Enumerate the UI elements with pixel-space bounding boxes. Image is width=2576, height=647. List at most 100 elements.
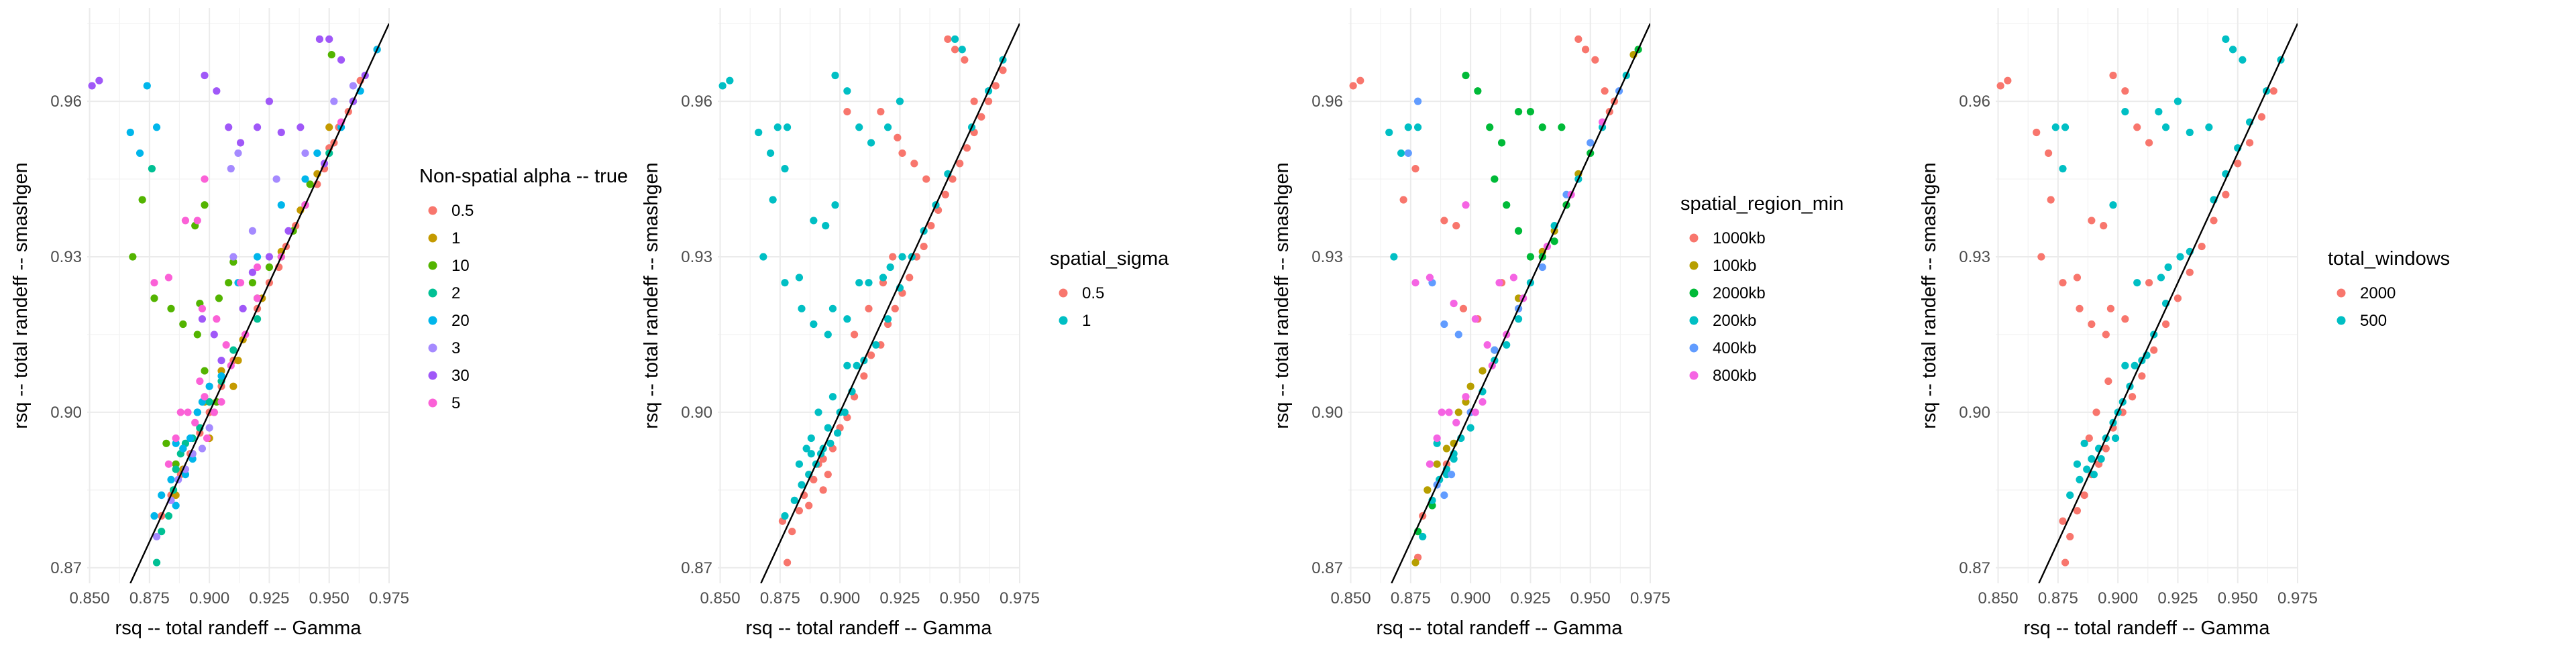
data-point [222, 341, 230, 349]
data-point [1454, 331, 1462, 339]
legend-label: 400kb [1713, 339, 1756, 357]
x-tick-label: 0.975 [1000, 589, 1040, 607]
data-point [898, 253, 906, 261]
y-axis-title: rsq -- total randeff -- smashgen [10, 162, 32, 429]
x-tick-label: 0.850 [700, 589, 741, 607]
data-point [865, 279, 873, 287]
data-point [795, 460, 804, 468]
data-point [833, 429, 842, 437]
data-point [234, 357, 242, 365]
data-point [2131, 361, 2139, 369]
data-point [2133, 279, 2141, 287]
data-point [1397, 149, 1405, 158]
data-point [1479, 398, 1487, 406]
data-point [1462, 398, 1470, 406]
chart-panel-1: 0.850 0.875 0.900 0.925 0.950 0.975 0.87 0.90 0.… [10, 8, 628, 639]
data-point [225, 279, 233, 287]
legend-title: total_windows [2328, 248, 2450, 270]
data-point [1479, 367, 1487, 375]
data-point [1503, 341, 1511, 349]
legend-label: 3 [451, 339, 460, 357]
data-point [229, 382, 237, 390]
data-point [826, 439, 835, 447]
data-point [1454, 408, 1462, 416]
data-point [1411, 279, 1419, 287]
legend-key [1689, 261, 1699, 270]
data-point [718, 82, 727, 90]
data-point [1433, 439, 1441, 447]
data-point [2085, 434, 2093, 443]
data-point [872, 341, 880, 349]
data-point [1424, 486, 1432, 494]
data-point [327, 50, 335, 59]
data-point [172, 439, 180, 447]
data-point [956, 160, 964, 168]
data-point [2044, 149, 2053, 158]
data-point [1440, 320, 1448, 329]
data-point [1440, 217, 1448, 225]
data-point [2245, 139, 2254, 147]
data-point [88, 82, 96, 90]
data-point [325, 123, 333, 131]
x-tick-label: 0.850 [1331, 589, 1371, 607]
data-point [2121, 107, 2129, 116]
data-point [766, 149, 775, 158]
data-point [1574, 35, 1582, 43]
data-point [781, 165, 789, 173]
data-point [337, 56, 345, 64]
x-tick-label: 0.975 [369, 589, 409, 607]
data-point [773, 123, 782, 131]
data-point [2205, 123, 2213, 131]
data-point [236, 139, 245, 147]
data-point [184, 408, 192, 416]
data-point [944, 35, 952, 43]
data-point [2066, 532, 2074, 541]
data-point [152, 558, 161, 567]
legend-key [428, 261, 437, 270]
data-point [910, 160, 918, 168]
data-point [205, 382, 213, 390]
data-point [2059, 165, 2067, 173]
data-point [1399, 196, 1407, 204]
data-point [898, 149, 906, 158]
data-point [248, 227, 257, 235]
x-tick-label: 0.950 [2218, 589, 2258, 607]
data-point [1404, 149, 1412, 158]
data-point [229, 346, 237, 354]
data-point [2104, 377, 2112, 386]
y-tick-label: 0.96 [50, 93, 82, 111]
data-point [301, 175, 309, 183]
x-tick-label: 0.925 [2157, 589, 2198, 607]
data-point [265, 97, 274, 105]
data-point [2047, 196, 2055, 204]
y-tick-label: 0.96 [1311, 93, 1343, 111]
data-point [795, 274, 804, 282]
data-point [2150, 346, 2158, 354]
data-point [1419, 532, 1427, 541]
data-point [949, 175, 957, 183]
data-point [253, 123, 262, 131]
data-point [1483, 341, 1491, 349]
data-point [158, 491, 166, 499]
data-point [814, 408, 822, 416]
data-point [234, 149, 242, 158]
data-point [248, 279, 257, 287]
legend: total_windows 2000 500 [2328, 248, 2450, 330]
data-point [217, 357, 225, 365]
data-point [179, 320, 187, 329]
data-point [824, 424, 832, 432]
data-point [186, 434, 195, 443]
data-point [172, 465, 180, 473]
data-point [1413, 97, 1422, 105]
data-point [236, 279, 245, 287]
data-point [1390, 253, 1398, 261]
data-point [2109, 71, 2117, 80]
data-point [225, 123, 233, 131]
data-point [2128, 393, 2137, 401]
data-point [1356, 76, 1364, 84]
data-point [1438, 408, 1446, 416]
data-point [883, 320, 892, 329]
data-point [229, 253, 237, 261]
legend-key [1689, 371, 1699, 380]
y-tick-label: 0.87 [681, 559, 712, 577]
